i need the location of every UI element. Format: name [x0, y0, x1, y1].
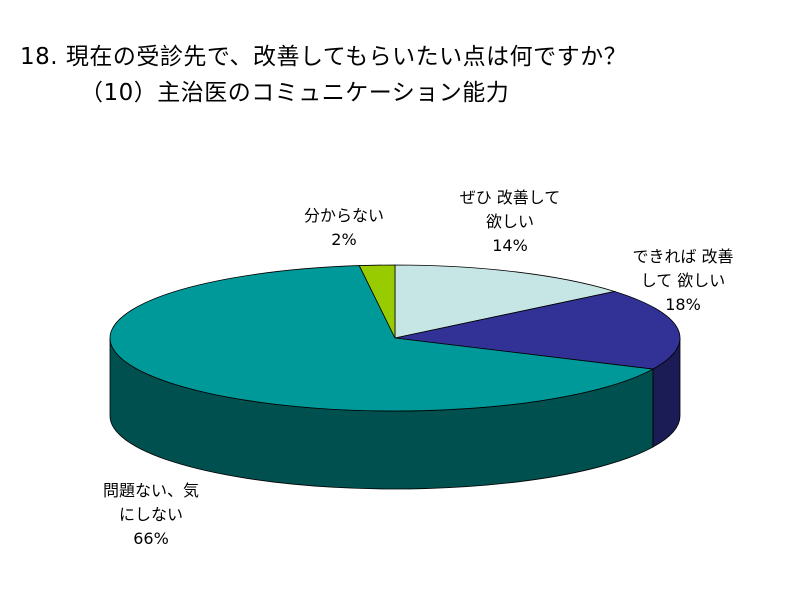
pie-slice-0: [394, 264, 617, 339]
slice-label-line: して 欲しい: [641, 271, 726, 290]
slice-label-line: 欲しい: [486, 212, 534, 231]
chart-title-line2: （10）主治医のコミュニケーション能力: [80, 80, 510, 106]
slice-label-line: できれば 改善: [632, 247, 733, 266]
slice-label-line: 分からない: [304, 206, 384, 225]
slice-percent: 66%: [133, 529, 169, 548]
slice-percent: 2%: [331, 230, 356, 249]
slice-label-line: ぜひ 改善して: [460, 188, 561, 207]
slice-label-line: にしない: [119, 505, 183, 524]
slice-label-3: 分からない 2%: [304, 206, 384, 249]
slice-percent: 18%: [665, 295, 701, 314]
slice-label-1: できれば 改善して 欲しい 18%: [632, 247, 733, 314]
slice-label-line: 問題ない、気: [103, 481, 199, 500]
chart-title-line1: 18. 現在の受診先で、改善してもらいたい点は何ですか？: [20, 44, 628, 70]
pie-slice-1: [394, 291, 681, 370]
pie-top: [109, 264, 681, 412]
slice-percent: 14%: [492, 236, 528, 255]
pie-slice-3: [358, 264, 396, 339]
pie-slice-2: [109, 265, 655, 412]
